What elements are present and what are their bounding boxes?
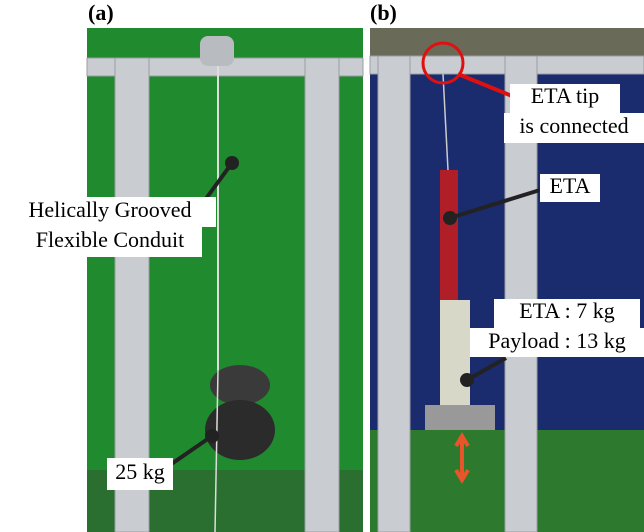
leader-dot bbox=[205, 429, 219, 443]
annotation: Payload : 13 kg bbox=[488, 328, 626, 353]
payload bbox=[425, 405, 495, 430]
annotation: ETA tip bbox=[531, 83, 600, 108]
photo-a bbox=[87, 28, 363, 532]
right-post bbox=[305, 58, 339, 532]
annotation: ETA : 7 kg bbox=[519, 298, 614, 323]
panel-label: (b) bbox=[370, 0, 397, 25]
panel-label: (a) bbox=[88, 0, 114, 25]
weight bbox=[210, 365, 270, 405]
annotation: Helically Grooved bbox=[28, 197, 191, 222]
pulley bbox=[200, 36, 234, 66]
page: body { margin: 0; width: 644px; height: … bbox=[0, 0, 644, 532]
leader-dot bbox=[443, 211, 457, 225]
annotation: 25 kg bbox=[115, 459, 165, 484]
annotation: is connected bbox=[519, 113, 628, 138]
figure: (a) (b) Helically Grooved Flexible Condu… bbox=[0, 0, 644, 532]
body: (a) (b) Helically Grooved Flexible Condu… bbox=[0, 0, 644, 532]
ceiling bbox=[370, 28, 644, 58]
eta-tube bbox=[440, 170, 458, 300]
leader-dot bbox=[225, 156, 239, 170]
leader-dot bbox=[460, 373, 474, 387]
annotation: Flexible Conduit bbox=[36, 227, 185, 252]
annotation: ETA bbox=[549, 173, 590, 198]
actuator-body bbox=[440, 300, 470, 410]
left-post bbox=[378, 56, 410, 532]
